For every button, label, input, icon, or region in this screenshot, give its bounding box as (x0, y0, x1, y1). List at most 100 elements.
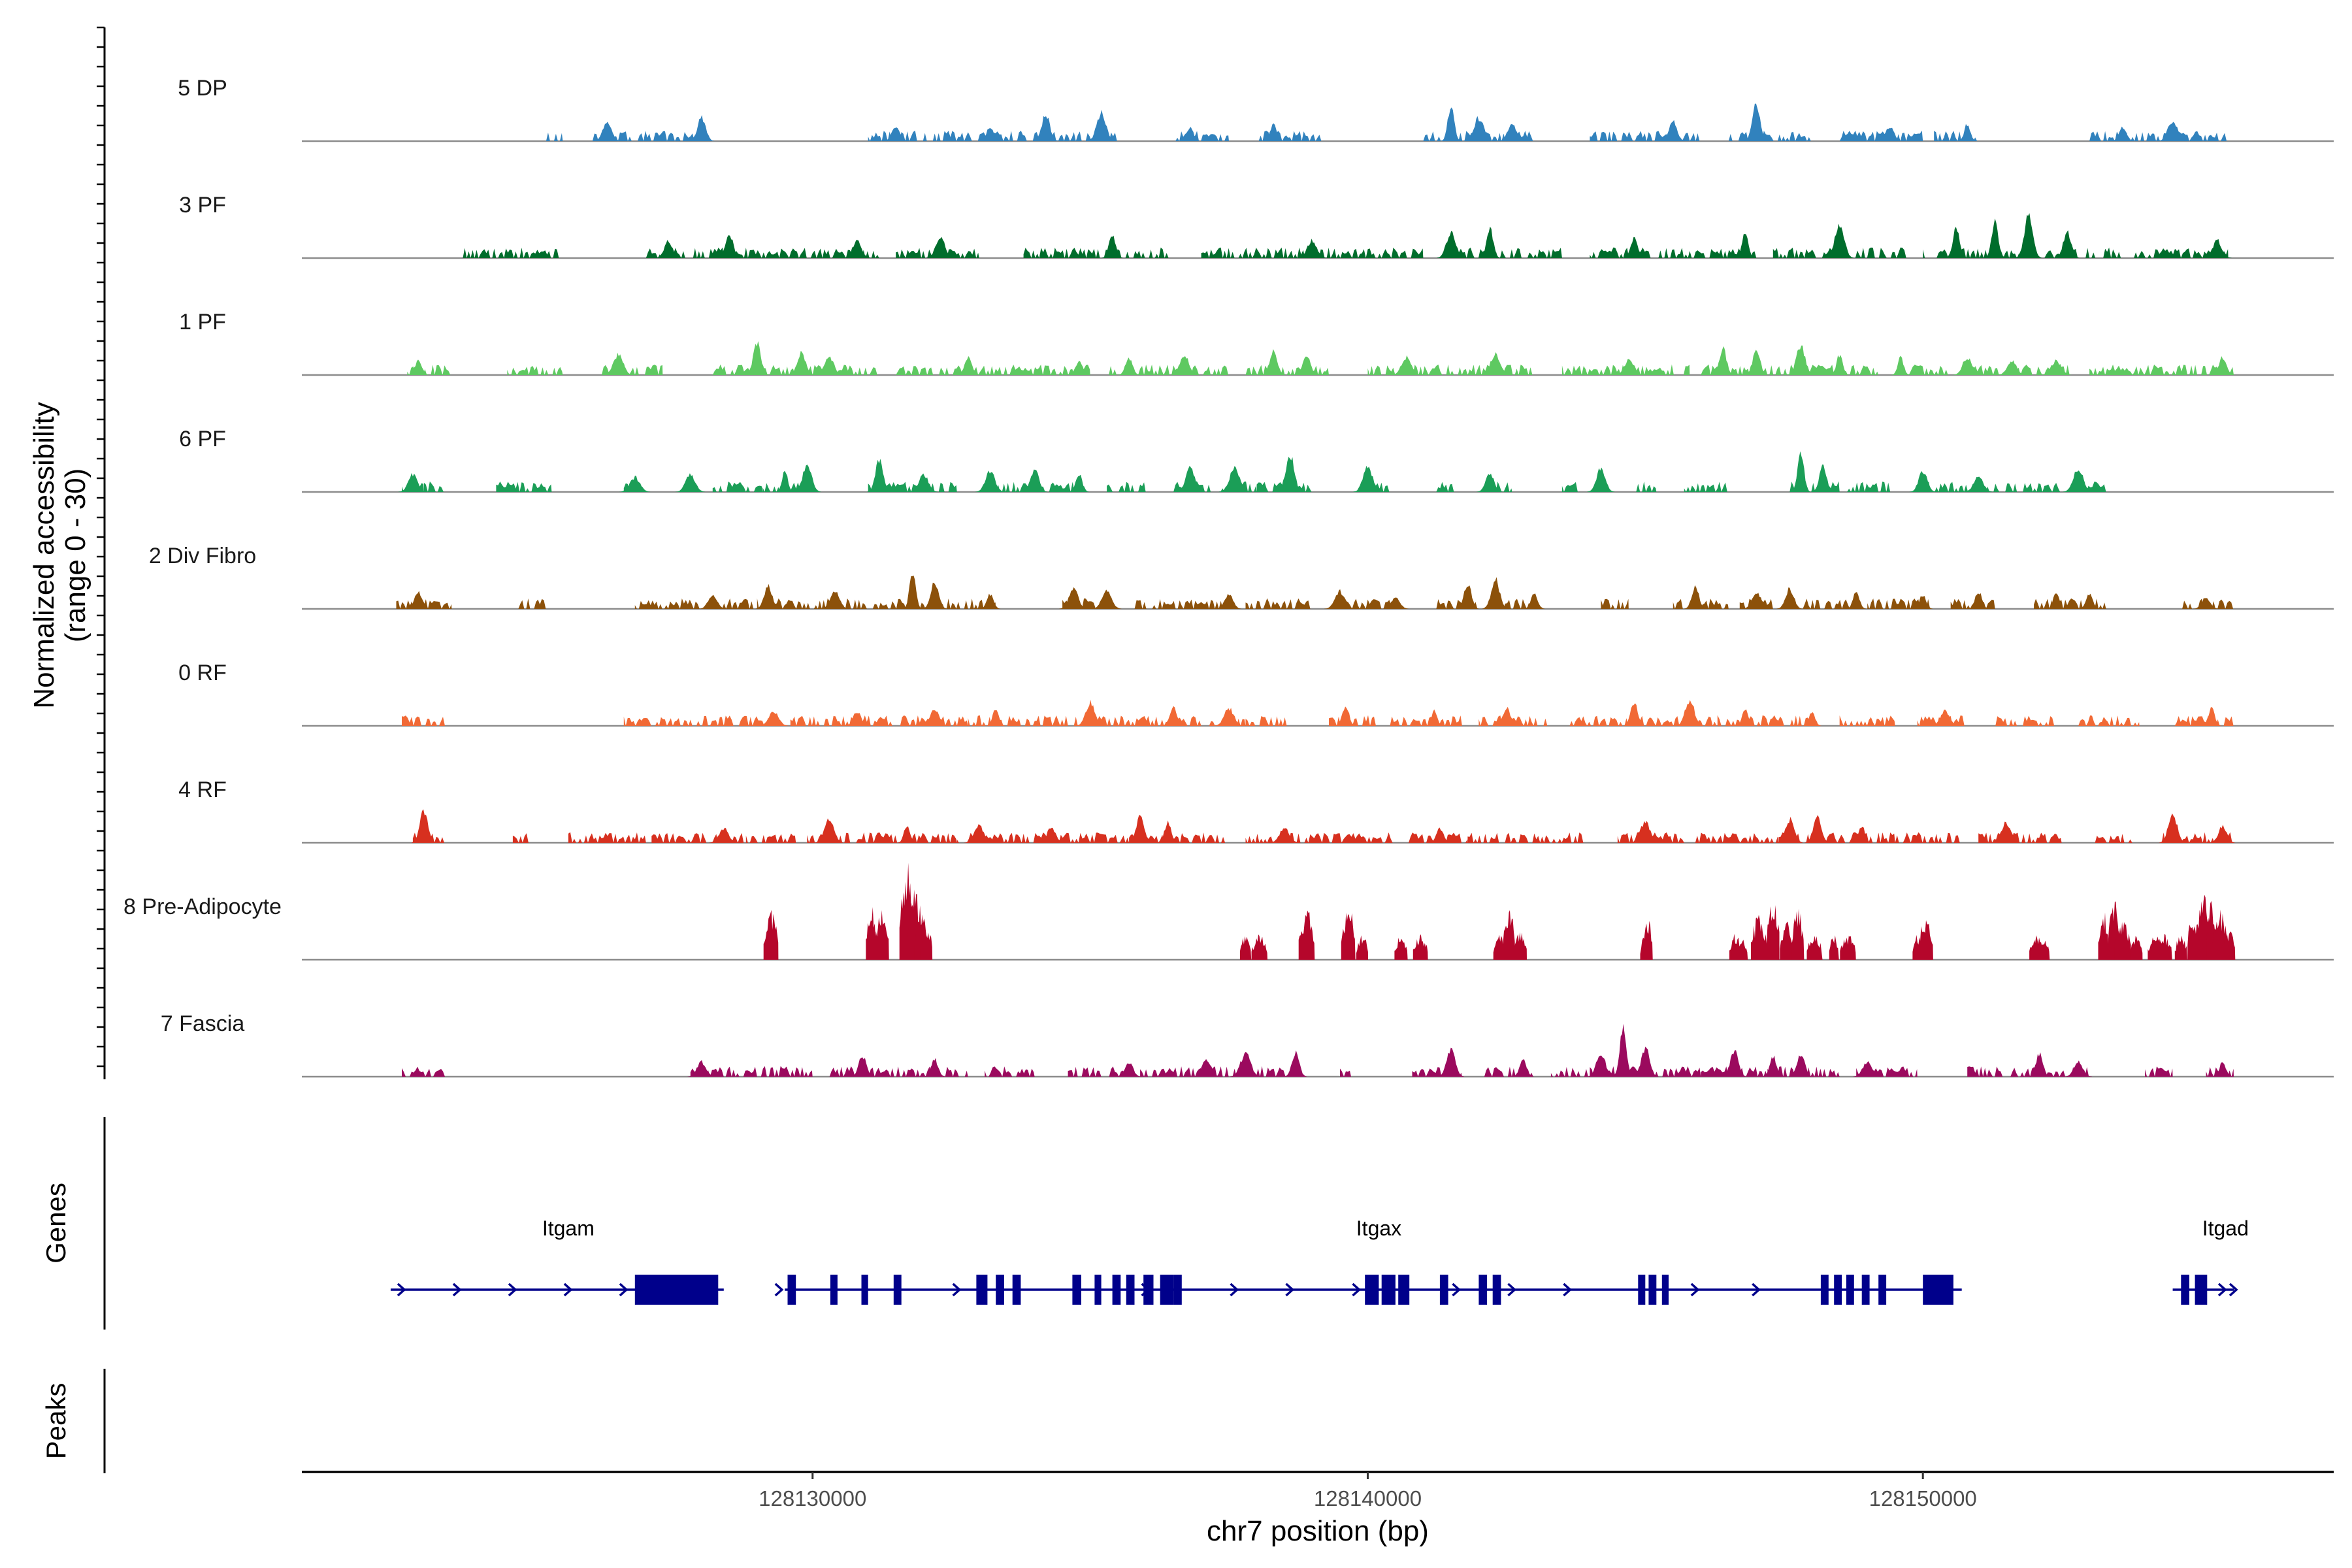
accessibility-y-axis (97, 26, 106, 1079)
coverage-peak-2 (675, 473, 706, 492)
coverage-peak-9 (1429, 827, 1451, 843)
coverage-peak-8 (1251, 934, 1267, 960)
coverage-segment-3 (1023, 247, 1174, 258)
coverage-peak-10 (1825, 223, 1854, 258)
track-label-5-dp: 5 DP (178, 76, 227, 101)
coverage-segment-0 (402, 715, 446, 726)
coverage-peak-7 (1335, 706, 1356, 726)
coverage-peak-11 (1391, 355, 1422, 375)
strand-arrow-4 (619, 1282, 629, 1297)
strand-arrow-3 (563, 1282, 573, 1297)
coverage-segment-17 (1684, 482, 1729, 492)
coverage-peak-1 (619, 476, 651, 492)
coverage-segment-10 (1334, 598, 1401, 609)
strand-arrow-6 (1452, 1282, 1462, 1297)
coverage-peak-19 (1952, 358, 1982, 375)
exon-0 (2181, 1275, 2189, 1305)
coverage-peak-11 (1945, 227, 1967, 258)
exon-17 (1439, 1275, 1448, 1305)
track-7-fascia: 7 Fascia (161, 1011, 2334, 1078)
coverage-peak-11 (1632, 1047, 1659, 1077)
coverage-segment-7 (868, 482, 957, 492)
coverage-peak-3 (986, 710, 1005, 726)
coverage-segment-7 (1772, 247, 1906, 258)
coverage-segment-12 (1495, 598, 1535, 609)
coverage-peak-5 (1230, 1051, 1262, 1077)
exon-9 (1112, 1275, 1121, 1305)
coverage-peak-8 (1269, 828, 1300, 843)
coverage-segment-4 (968, 715, 1246, 726)
coverage-segment-2 (568, 832, 646, 843)
coverage-peak-1 (689, 115, 715, 141)
exon-23 (1820, 1275, 1829, 1305)
gene-itgam: Itgam (390, 1217, 724, 1305)
coverage-segment-1 (423, 599, 452, 609)
coverage-peak-4 (1076, 700, 1104, 726)
gene-label-itgad: Itgad (2202, 1217, 2249, 1240)
coverage-peak-12 (1456, 585, 1479, 609)
strand-arrow-1 (952, 1282, 962, 1297)
coverage-peak-2 (815, 818, 844, 843)
coverage-segment-1 (512, 833, 530, 843)
strand-arrow-4 (1285, 1282, 1295, 1297)
coverage-segment-2 (518, 598, 546, 609)
coverage-segment-2 (496, 482, 552, 492)
coverage-peak-18 (1891, 355, 1910, 375)
track-label-2-div-fibro: 2 Div Fibro (149, 544, 256, 568)
exon-26 (1861, 1275, 1870, 1305)
coverage-peak-7 (1239, 936, 1252, 960)
coverage-segment-12 (2089, 365, 2234, 375)
coverage-peak-0 (408, 359, 429, 375)
exon-6 (1012, 1275, 1021, 1305)
gene-itgad: Itgad (2172, 1217, 2249, 1305)
coverage-peak-5 (1162, 706, 1186, 726)
coverage-peak-7 (1157, 820, 1179, 843)
track-6-pf: 6 PF (179, 427, 2334, 493)
coverage-peak-15 (1852, 1061, 1882, 1077)
coverage-segment-0 (402, 1066, 446, 1077)
coverage-peak-6 (1180, 127, 1200, 141)
coverage-segment-3 (634, 598, 702, 609)
exon-20 (1638, 1275, 1646, 1305)
coverage-peak-16 (1514, 932, 1527, 960)
coverage-peak-32 (2098, 912, 2109, 960)
exon-8 (1094, 1275, 1102, 1305)
coverage-segment-8 (1839, 130, 1923, 141)
coverage-peak-1 (850, 1057, 875, 1077)
coverage-segment-15 (1561, 482, 1579, 492)
x-axis-title: chr7 position (bp) (1207, 1515, 1429, 1547)
coverage-peak-7 (1118, 357, 1140, 375)
coverage-segment-16 (1801, 598, 1857, 609)
exon-10 (1126, 1275, 1135, 1305)
coverage-segment-9 (1701, 364, 1879, 375)
strand-arrow-2 (508, 1282, 517, 1297)
coverage-peak-6 (909, 473, 939, 492)
coverage-peak-4 (903, 576, 922, 609)
coverage-peak-10 (1341, 913, 1356, 960)
coverage-peak-9 (1216, 593, 1242, 609)
coverage-segment-15 (1967, 1066, 2090, 1077)
coverage-segment-6 (1329, 715, 1379, 726)
coverage-peak-2 (883, 127, 909, 141)
coverage-segment-6 (1590, 131, 1701, 141)
coverage-peak-17 (1812, 465, 1835, 492)
coverage-peak-20 (1731, 938, 1748, 960)
coverage-peak-13 (1802, 712, 1821, 726)
coverage-segment-5 (1450, 248, 1562, 258)
coverage-peak-15 (1684, 585, 1707, 609)
exon-25 (1846, 1275, 1854, 1305)
y-axis-title-line2: (range 0 - 30) (59, 468, 91, 643)
track-4-rf: 4 RF (178, 777, 2334, 844)
track-8-pre-adipocyte: 8 Pre-Adipocyte (123, 862, 2334, 961)
coverage-peak-3 (789, 350, 814, 375)
track-label-7-fascia: 7 Fascia (161, 1011, 245, 1036)
track-3-pf: 3 PF (179, 193, 2334, 259)
gene-label-itgam: Itgam (542, 1217, 595, 1240)
exon-2 (861, 1275, 868, 1305)
coverage-peak-6 (979, 593, 1001, 609)
coverage-peak-23 (1780, 921, 1794, 960)
coverage-peak-10 (1295, 356, 1318, 375)
coverage-peak-8 (1022, 469, 1047, 492)
exon-7 (1072, 1275, 1081, 1305)
